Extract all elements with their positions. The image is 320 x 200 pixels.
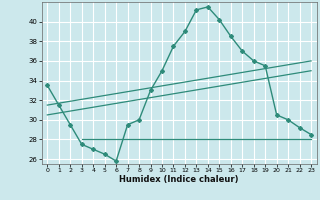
X-axis label: Humidex (Indice chaleur): Humidex (Indice chaleur) bbox=[119, 175, 239, 184]
